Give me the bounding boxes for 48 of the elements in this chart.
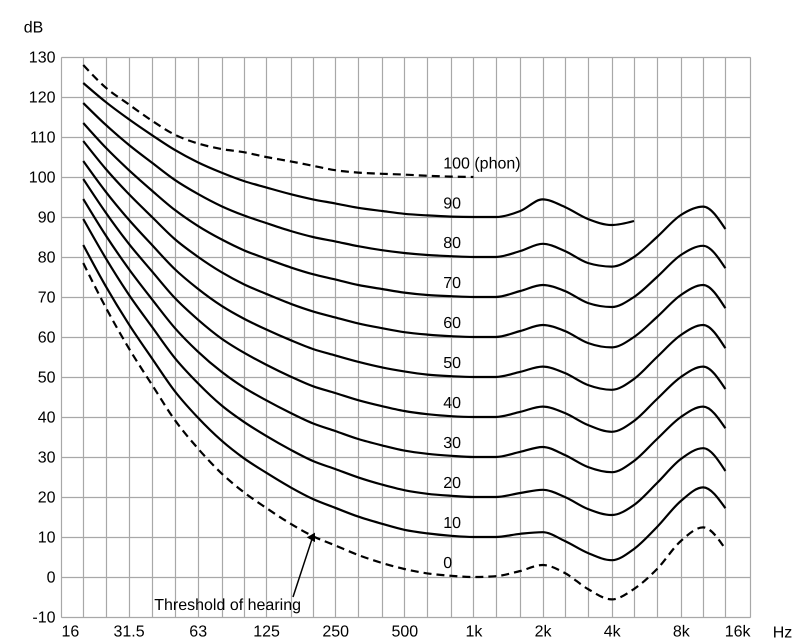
series-label: 80 <box>443 235 462 252</box>
x-tick-label: 125 <box>253 624 280 640</box>
x-tick-label: 2k <box>534 624 553 640</box>
x-tick-label: 8k <box>672 624 691 640</box>
y-tick-label: 90 <box>38 210 56 226</box>
series-label: 70 <box>443 275 462 292</box>
x-axis-title: Hz <box>772 624 792 642</box>
line-series <box>82 140 726 348</box>
y-tick-label: 50 <box>38 370 56 386</box>
series-label: 10 <box>443 514 462 532</box>
series-label: 100 (phon) <box>443 156 521 173</box>
series-label: 30 <box>443 434 462 452</box>
line-series <box>82 122 726 308</box>
y-tick-label: 80 <box>38 250 56 266</box>
x-tick-label: 1k <box>466 624 484 640</box>
x-tick-label: 31.5 <box>113 624 145 640</box>
y-tick-label: -10 <box>32 610 56 626</box>
y-tick-label: 60 <box>38 330 56 346</box>
line-series <box>82 178 726 433</box>
y-tick-label: 130 <box>28 50 56 66</box>
series-label: 90 <box>443 196 462 213</box>
x-tick-label: 63 <box>189 624 208 640</box>
y-tick-label: 70 <box>38 290 56 306</box>
x-tick-label: 250 <box>322 624 350 640</box>
x-tick-label: 16k <box>724 624 752 640</box>
y-tick-label: 120 <box>28 90 56 106</box>
x-tick-label: 500 <box>391 624 418 640</box>
line-series <box>82 64 475 178</box>
line-series <box>82 218 726 516</box>
y-axis-title: dB <box>24 20 44 36</box>
y-tick-label: 10 <box>38 530 56 546</box>
y-tick-label: 20 <box>38 490 56 506</box>
y-tick-label: 110 <box>30 130 56 146</box>
y-tick-label: 30 <box>38 450 56 466</box>
annotation: Threshold of hearing <box>154 597 301 614</box>
x-tick-label: 4k <box>604 624 622 640</box>
y-tick-label: 40 <box>38 410 56 426</box>
line-series <box>82 198 726 474</box>
x-tick-label: 16 <box>62 624 80 640</box>
series-label: 60 <box>443 315 462 332</box>
series-label: 50 <box>443 355 462 372</box>
y-tick-label: 100 <box>28 170 56 186</box>
series-label: 0 <box>443 554 452 572</box>
y-tick-label: 0 <box>46 570 56 586</box>
series-label: 20 <box>443 474 462 492</box>
line-series <box>82 82 636 226</box>
series-label: 40 <box>443 395 462 412</box>
line-series <box>82 102 726 268</box>
